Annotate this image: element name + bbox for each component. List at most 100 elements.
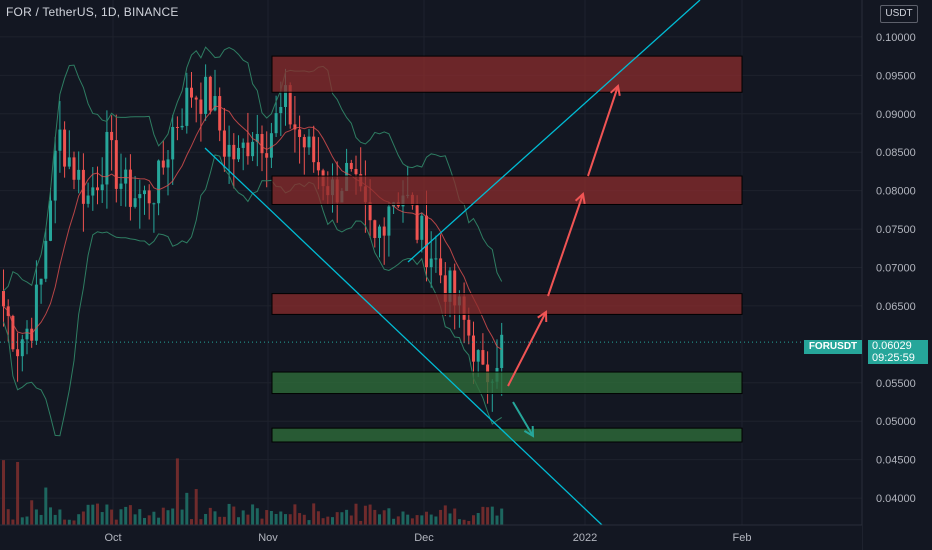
volume-bar (30, 500, 34, 525)
volume-bar (274, 513, 278, 525)
y-tick-label: 0.08500 (876, 147, 916, 159)
candle-body (20, 339, 24, 357)
candle-body (302, 137, 306, 148)
ascending-trendline (407, 0, 701, 263)
candle-body (53, 150, 57, 201)
volume-bar (199, 519, 203, 525)
volume-bar (2, 460, 5, 525)
arrow-shaft (512, 401, 534, 437)
candle-body (67, 157, 71, 167)
volume-bar (349, 515, 353, 525)
candle-body (373, 220, 377, 238)
volume-bar (359, 520, 363, 525)
projection-arrow-1 (507, 310, 548, 387)
volume-bar (119, 509, 123, 525)
volume-bar (237, 517, 240, 525)
candle-body (49, 200, 52, 241)
volume-bar (448, 513, 452, 525)
candle-body (472, 335, 475, 362)
volume-bar (401, 511, 405, 525)
volume-bar (363, 505, 367, 525)
candle-body (105, 131, 109, 185)
y-tick-label: 0.04000 (876, 493, 916, 505)
volume-bar (439, 509, 443, 525)
candle-body (448, 270, 452, 302)
volume-bar (260, 518, 264, 525)
volume-bar (316, 511, 320, 525)
volume-bar (49, 507, 52, 525)
candle-body (500, 334, 504, 368)
volume-bar (307, 520, 311, 525)
candle-body (185, 87, 189, 126)
arrow-head (523, 425, 535, 438)
candle-body (2, 290, 5, 307)
volume-bar (91, 504, 95, 525)
volume-bar (457, 519, 461, 525)
volume-bar (171, 508, 175, 525)
volume-bar (481, 506, 485, 525)
volume-bar (100, 512, 104, 525)
candle-body (213, 96, 217, 111)
candle-body (171, 126, 175, 160)
candle-body (467, 319, 471, 336)
volume-bar (345, 509, 349, 525)
resistance-zone (271, 175, 743, 205)
volume-bar (354, 503, 358, 525)
candle-body (218, 96, 222, 131)
candle-body (157, 160, 161, 204)
candle-body (77, 169, 81, 180)
y-tick-label: 0.09500 (876, 70, 916, 82)
candle-body (143, 190, 146, 195)
volume-bar (34, 509, 38, 525)
currency-button[interactable]: USDT (880, 5, 918, 23)
volume-bar (241, 510, 245, 525)
candle-body (199, 99, 203, 114)
volume-bar (143, 517, 146, 525)
candle-body (110, 131, 114, 141)
candle-body (208, 76, 212, 111)
y-tick-label: 0.04500 (876, 455, 916, 467)
candle-body (420, 215, 424, 240)
volume-bar (293, 504, 297, 525)
volume-bar (152, 511, 156, 525)
candle-body (378, 226, 381, 238)
volume-bar (63, 519, 67, 525)
candle-body (481, 350, 485, 365)
time-axis-background (0, 525, 862, 550)
volume-bar (331, 517, 334, 525)
volume-bar (77, 514, 81, 525)
price-axis: 0.10000 0.09500 0.09000 0.08500 0.08000 0.075… (861, 0, 932, 550)
candle-body (298, 129, 302, 138)
y-tick-label: 0.09000 (876, 109, 916, 121)
volume-bar (110, 509, 114, 525)
volume-bar (340, 512, 344, 525)
candle-body (124, 169, 128, 184)
volume-bar (208, 507, 212, 525)
x-tick-label: 2022 (573, 532, 597, 544)
volume-bar (232, 506, 236, 525)
candle-body (72, 157, 76, 180)
candle-body (58, 129, 62, 151)
candle-body (443, 275, 447, 302)
candle-body (16, 349, 20, 357)
candle-body (232, 144, 236, 160)
arrow-head (574, 192, 586, 205)
volume-bar (382, 510, 386, 525)
volume-bar (255, 508, 259, 525)
volume-bar (476, 513, 480, 525)
volume-bar (157, 517, 161, 525)
volume-bar (180, 509, 184, 525)
volume-bar (467, 520, 471, 525)
volume-bar (161, 507, 165, 525)
y-tick-label: 0.10000 (876, 32, 916, 44)
candle-body (312, 136, 316, 163)
volume-bar (138, 509, 142, 525)
candle-body (269, 133, 273, 158)
volume-bar (429, 514, 433, 525)
volume-bar (133, 514, 137, 525)
candle-body (246, 142, 250, 157)
volume-bar (335, 512, 339, 525)
volume-bar (378, 514, 381, 525)
volume-bar (25, 516, 29, 525)
